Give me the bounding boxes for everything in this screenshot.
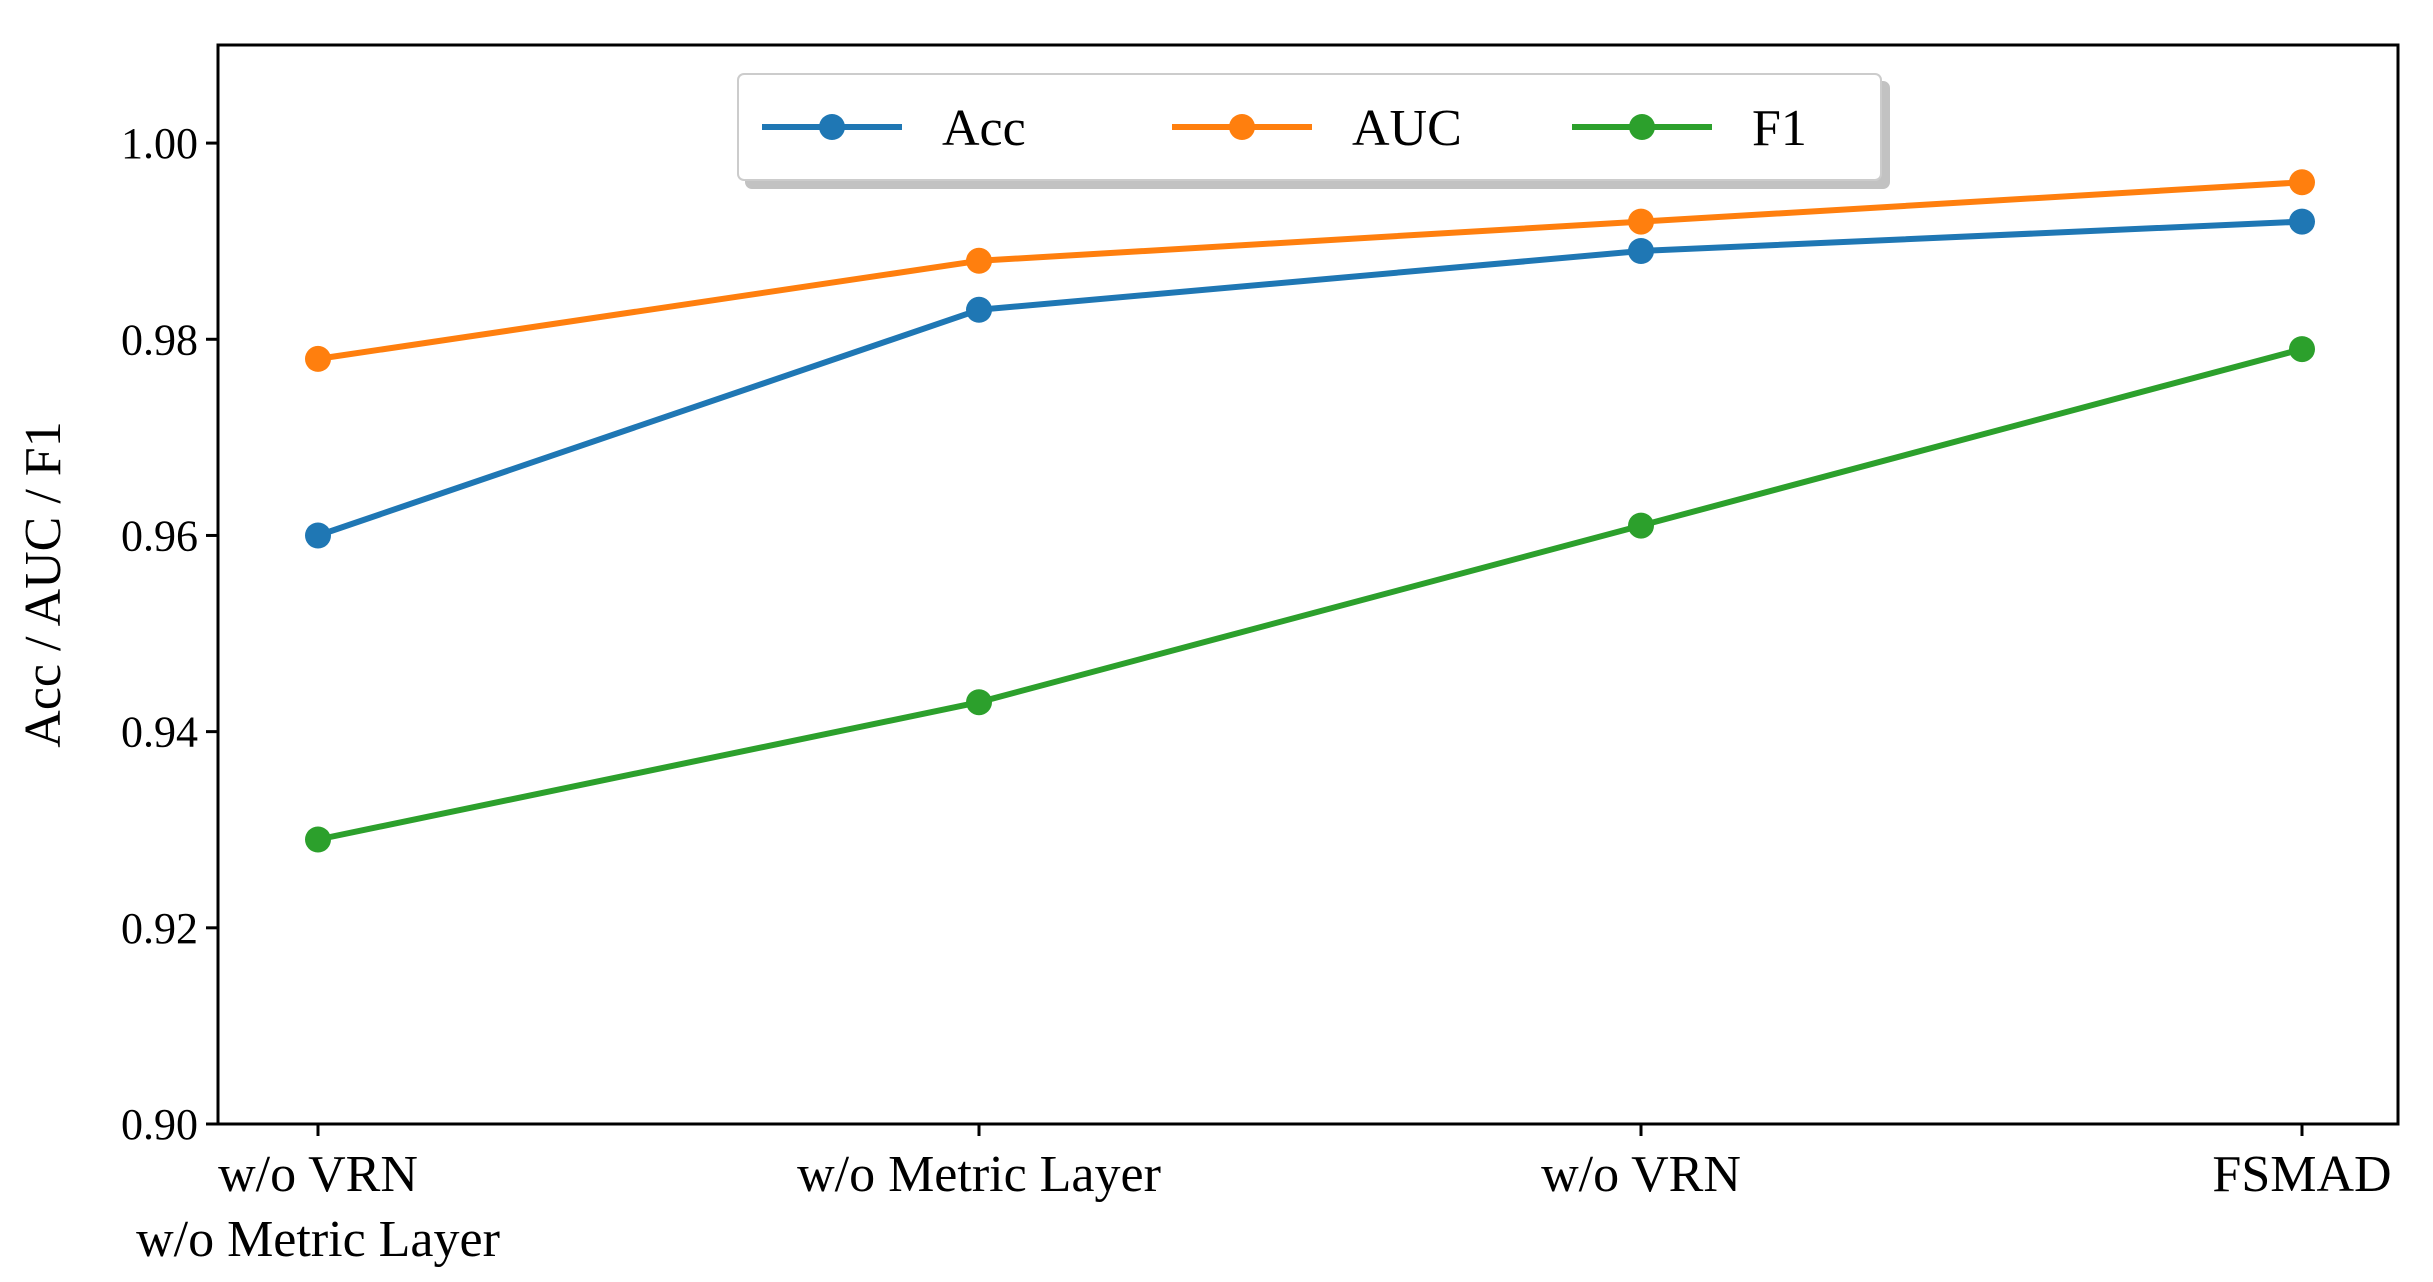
- y-tick-label: 0.98: [121, 315, 198, 364]
- legend-label: Acc: [942, 100, 1026, 157]
- series-auc: [305, 169, 2315, 372]
- data-point-auc: [966, 247, 992, 274]
- plot-frame: [216, 43, 2400, 1126]
- legend-swatch-marker: [819, 114, 845, 140]
- x-tick-label: w/o Metric Layer: [797, 1146, 1161, 1203]
- legend-entry-f1: F1: [1572, 100, 1807, 157]
- y-tick-label: 1.00: [121, 119, 198, 168]
- y-tick-label: 0.92: [121, 904, 198, 953]
- y-tick-label: 0.94: [121, 708, 198, 757]
- series-f1: [305, 336, 2315, 853]
- x-tick-label: w/o VRN: [1541, 1146, 1741, 1203]
- legend-entry-auc: AUC: [1172, 100, 1462, 157]
- y-axis-ticks: 0.90 0.92 0.94 0.96 0.98 1.00: [121, 119, 218, 1149]
- legend-swatch-marker: [1629, 114, 1655, 140]
- series-line-auc: [315, 179, 2305, 362]
- legend-swatch-marker: [1229, 114, 1255, 140]
- y-tick-label: 0.96: [121, 511, 198, 560]
- data-point-f1: [2289, 336, 2315, 363]
- series-layer: [305, 169, 2315, 853]
- data-point-auc: [2289, 169, 2315, 196]
- x-axis-ticks: w/o VRN w/o Metric Layer w/o Metric Layer w…: [136, 1124, 2392, 1268]
- legend-label: AUC: [1352, 100, 1462, 157]
- y-tick-label: 0.90: [121, 1100, 198, 1149]
- series-line-f1: [315, 346, 2305, 843]
- series-line-acc: [315, 218, 2305, 539]
- data-point-f1: [305, 826, 331, 853]
- data-point-acc: [305, 522, 331, 549]
- data-point-f1: [1628, 512, 1654, 539]
- x-tick-label: FSMAD: [2212, 1146, 2391, 1203]
- x-tick-label: w/o Metric Layer: [136, 1211, 500, 1268]
- data-point-acc: [1628, 238, 1654, 264]
- legend-label: F1: [1752, 100, 1807, 157]
- data-point-auc: [1628, 208, 1654, 235]
- legend-entry-acc: Acc: [762, 100, 1026, 157]
- x-tick-label: w/o VRN: [218, 1146, 418, 1203]
- legend: Acc AUC F1: [737, 73, 1882, 181]
- data-point-auc: [305, 345, 331, 372]
- series-acc: [305, 208, 2315, 549]
- y-axis-title: Acc / AUC / F1: [15, 421, 72, 747]
- data-point-acc: [966, 296, 992, 323]
- data-point-f1: [966, 689, 992, 716]
- data-point-acc: [2289, 208, 2315, 235]
